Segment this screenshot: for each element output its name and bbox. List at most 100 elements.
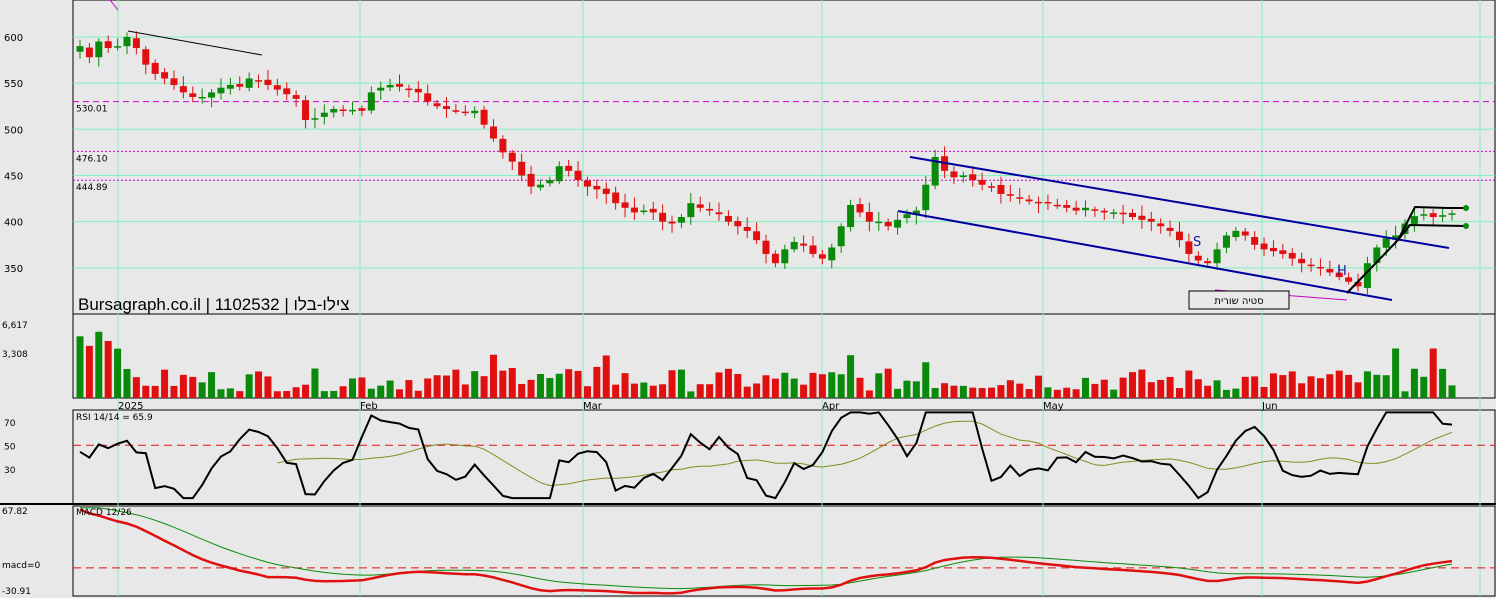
volume-bar (396, 389, 404, 398)
level-lines: 530.01 476.10 444.89 (73, 101, 1495, 193)
candle-body (396, 83, 404, 87)
candle-body (1204, 261, 1212, 264)
candle-body (452, 110, 460, 112)
candle-body (743, 226, 751, 231)
volume-bar (452, 369, 460, 398)
volume-bar (302, 384, 310, 398)
candle-body (612, 192, 620, 204)
volume-bar (1082, 377, 1090, 398)
volume-bar (997, 385, 1005, 398)
volume-bar (687, 391, 695, 398)
volume-bar (114, 348, 122, 398)
volume-bar (1345, 374, 1353, 398)
price-panel (72, 0, 1496, 315)
volume-bar (931, 388, 939, 398)
volume-bar (941, 383, 949, 398)
candle-body (659, 212, 667, 222)
volume-bar (1401, 391, 1409, 398)
candle-body (1016, 197, 1024, 199)
volume-bar (330, 390, 338, 398)
volume-bar (292, 387, 300, 398)
candle-body (302, 100, 310, 121)
candle-body (630, 207, 638, 213)
volume-bar (433, 375, 441, 398)
candle-body (386, 84, 394, 88)
rsi-lines (73, 411, 1495, 500)
candle-body (894, 219, 902, 228)
volume-bar (649, 385, 657, 398)
candle-body (1128, 212, 1136, 218)
candle-body (142, 49, 150, 65)
volume-bar (1194, 379, 1202, 398)
volume-bar (1448, 385, 1456, 398)
volume-bar (950, 385, 958, 398)
volume-bar (1260, 386, 1268, 398)
volume-bar (1354, 382, 1362, 398)
candle-body (1072, 207, 1080, 211)
candle-body (1175, 231, 1183, 241)
macd-signal-line (80, 507, 1453, 590)
volume-bar (574, 370, 582, 398)
candle-body (283, 88, 291, 95)
volume-bar (621, 373, 629, 398)
macd-tick-label: -30.91 (2, 587, 31, 597)
volume-bar (85, 345, 93, 398)
rsi-ma-line (277, 420, 1453, 487)
month-tick-label: Jun (1261, 401, 1278, 412)
candle-body (753, 231, 761, 241)
candle-body (1392, 235, 1400, 240)
candle-body (198, 96, 206, 99)
price-tick-label: 500 (4, 125, 23, 136)
volume-bar (1222, 389, 1230, 398)
volume-bar (659, 384, 667, 398)
candle-body (1298, 258, 1306, 264)
candle-body (236, 84, 244, 87)
candle-body (151, 62, 159, 74)
volume-bar (546, 378, 554, 398)
volume-bar (1288, 371, 1296, 398)
candle-body (527, 173, 535, 187)
candle-body (1213, 249, 1221, 264)
volume-bar (715, 372, 723, 398)
volume-bar (179, 374, 187, 398)
candle-body (884, 221, 892, 227)
candle-body (959, 175, 967, 178)
volume-bar (781, 372, 789, 398)
candle-body (1307, 264, 1315, 267)
volume-bar (884, 368, 892, 398)
volume-bar (875, 373, 883, 398)
candle-body (687, 203, 695, 218)
candle-body (1420, 214, 1428, 216)
candle-body (1185, 241, 1193, 254)
volume-bar (630, 383, 638, 398)
volume-bar (1100, 379, 1108, 398)
volume-bar (217, 389, 225, 398)
candle-body (339, 109, 347, 112)
candle-body (1363, 263, 1371, 289)
rsi-tick-label: 30 (4, 466, 16, 476)
macd-panel (72, 505, 1496, 597)
candle-body (226, 84, 234, 89)
candle-body (320, 112, 328, 117)
volume-bar (583, 386, 591, 398)
candle-body (179, 86, 187, 93)
volume-bar (1110, 389, 1118, 398)
volume-bar (1044, 387, 1052, 398)
volume-bar (1335, 370, 1343, 398)
candle-body (828, 247, 836, 261)
target-dot-upper (1463, 205, 1469, 211)
volume-bar (1363, 371, 1371, 398)
candle-body (1063, 205, 1071, 208)
level-label: 476.10 (76, 154, 108, 164)
candle-body (245, 78, 253, 88)
volume-tick-label: 3,308 (2, 350, 28, 360)
trendline-top (127, 30, 263, 56)
volume-bar (283, 391, 291, 398)
volume-bar (414, 390, 422, 398)
volume-bar (1241, 376, 1249, 398)
volume-bar (1382, 375, 1390, 398)
candle-body (358, 108, 366, 111)
volume-bar (1326, 374, 1334, 398)
volume-bar (1157, 379, 1165, 398)
candle-body (621, 202, 629, 208)
